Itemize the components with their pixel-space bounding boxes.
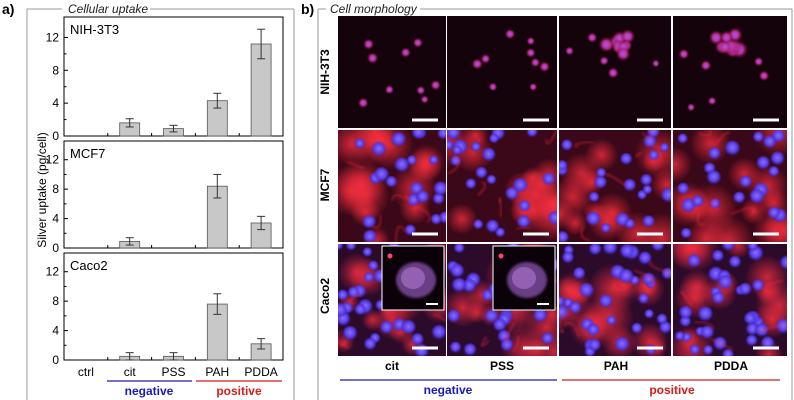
category-label-ctrl: ctrl: [78, 365, 94, 379]
row-label-mcf7: MCF7: [318, 168, 332, 201]
micrograph-MCF7-PSS: [447, 130, 557, 242]
micrograph-NIH-3T3-PAH: [559, 16, 671, 128]
y-tick-label: 4: [52, 324, 59, 338]
chart-1: 0 4 8 12 MCF7: [46, 140, 284, 255]
positive-columns-label: positive: [649, 383, 695, 397]
y-tick-label: 4: [52, 212, 59, 226]
panel-a-title: Cellular uptake: [68, 2, 148, 16]
positive-group-label: positive: [216, 384, 262, 398]
row-label-nih3t3: NIH-3T3: [318, 49, 332, 95]
negative-group-label: negative: [125, 384, 174, 398]
panel-b-letter: b): [301, 1, 314, 17]
y-tick-label: 4: [52, 96, 59, 110]
column-label-cit: cit: [385, 359, 399, 373]
micrograph-Caco2-PAH: [559, 244, 671, 356]
micrograph-MCF7-PAH: [559, 130, 671, 242]
micrograph-MCF7-cit: [338, 130, 446, 242]
category-label-PAH: PAH: [205, 365, 229, 379]
category-label-PSS: PSS: [161, 365, 185, 379]
panel-a-letter: a): [2, 1, 14, 17]
chart-title: Caco2: [70, 258, 108, 273]
panel-b-title: Cell morphology: [330, 2, 418, 16]
y-tick-label: 12: [46, 265, 60, 279]
micrograph-grid: [338, 16, 787, 356]
chart-2: 0 4 8 12 Caco2: [46, 252, 284, 367]
negative-columns-label: negative: [424, 383, 473, 397]
column-label-pah: PAH: [604, 359, 628, 373]
y-tick-label: 8: [52, 182, 59, 196]
row-label-caco2: Caco2: [318, 278, 332, 314]
y-tick-label: 12: [46, 30, 60, 44]
column-label-pss: PSS: [490, 359, 514, 373]
micrograph-NIH-3T3-PSS: [447, 16, 557, 128]
y-tick-label: 0: [52, 241, 59, 255]
column-label-pdda: PDDA: [714, 359, 748, 373]
y-tick-label: 8: [52, 63, 59, 77]
micrograph-Caco2-PDDA: [673, 244, 787, 356]
micrograph-NIH-3T3-cit: [338, 16, 446, 128]
micrograph-NIH-3T3-PDDA: [673, 16, 787, 128]
category-label-PDDA: PDDA: [244, 365, 277, 379]
y-axis-label: Silver uptake (pg/cell): [35, 132, 49, 247]
category-labels: ctrl cit PSS PAH PDDA: [78, 365, 278, 379]
chart-title: MCF7: [70, 146, 105, 161]
panel-b: b) Cell morphology NIH-3T3 MCF7 Caco2 ci…: [301, 1, 793, 400]
y-tick-label: 0: [52, 353, 59, 367]
y-tick-label: 8: [52, 294, 59, 308]
micrograph-Caco2-PSS: [447, 244, 557, 356]
micrograph-Caco2-cit: [338, 244, 446, 356]
category-label-cit: cit: [124, 365, 137, 379]
chart-0: 0 4 8 12 NIH-3T3: [46, 16, 284, 143]
y-tick-label: 12: [46, 153, 60, 167]
bar-charts: 0 4 8 12 NIH-3T3 0 4 8 12 MCF7 0 4 8 12 Caco2: [46, 16, 284, 367]
y-tick-label: 0: [52, 129, 59, 143]
chart-title: NIH-3T3: [70, 22, 119, 37]
micrograph-MCF7-PDDA: [673, 130, 787, 242]
chart-frame: [63, 140, 284, 249]
panel-a: a) Cellular uptake Silver uptake (pg/cel…: [2, 1, 295, 400]
